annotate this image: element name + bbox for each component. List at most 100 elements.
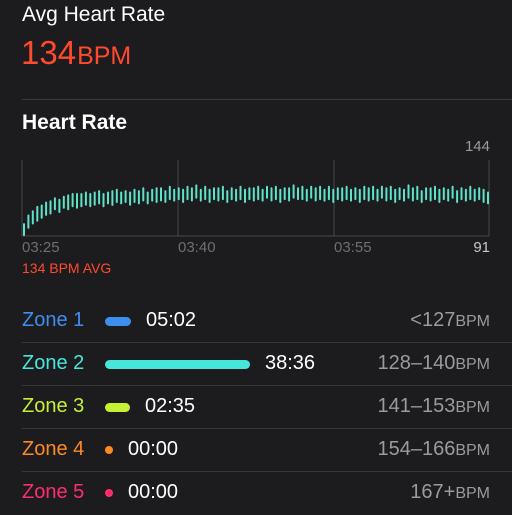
zone-duration-bar: [105, 403, 130, 412]
zone-bpm-range-value: 128–140: [377, 352, 456, 374]
zone-row[interactable]: Zone 4 00:00 154–166BPM: [0, 429, 512, 472]
heart-rate-bar: [305, 188, 308, 202]
heart-rate-bar: [310, 185, 313, 199]
heart-rate-bar: [98, 190, 101, 205]
heart-rate-bar: [58, 198, 61, 213]
zone-duration-bar: [105, 317, 131, 326]
zone-time: 05:02: [146, 309, 197, 331]
heart-rate-bar: [407, 184, 410, 199]
heart-rate-bar: [394, 188, 397, 203]
heart-rate-bar: [367, 187, 370, 202]
heart-rate-bar: [49, 200, 52, 215]
heart-rate-bar: [199, 188, 202, 202]
heart-rate-bar: [62, 195, 65, 209]
heart-rate-bar: [71, 193, 74, 208]
zone-name: Zone 5: [22, 481, 85, 503]
zone-bpm-unit: BPM: [455, 399, 490, 416]
heart-rate-bar: [177, 187, 180, 201]
zone-bpm-range: <127BPM: [410, 309, 490, 332]
zone-time: 02:35: [145, 395, 196, 417]
heart-rate-bar: [270, 187, 273, 202]
heart-rate-bar: [398, 187, 401, 201]
zone-row[interactable]: Zone 5 00:00 167+BPM: [0, 472, 512, 515]
heart-rate-bar: [332, 188, 335, 203]
heart-rate-bar: [204, 185, 207, 201]
heart-rate-bar: [420, 190, 423, 203]
heart-rate-bar: [350, 188, 352, 202]
heart-rate-bar: [40, 204, 43, 219]
heart-rate-bar: [23, 223, 25, 236]
heart-rate-bar: [257, 185, 260, 201]
zone-time: 00:00: [128, 481, 179, 503]
zone-bpm-range-value: <127: [410, 309, 456, 331]
heart-rate-bar: [429, 187, 432, 202]
heart-rate-bar: [111, 190, 114, 206]
heart-rate-bar: [283, 187, 286, 201]
heart-rate-bar: [341, 187, 344, 202]
heart-rate-bar: [160, 187, 162, 202]
heart-rate-bar: [487, 191, 489, 205]
heart-rate-bar: [115, 188, 118, 203]
zone-bpm-range: 128–140BPM: [377, 352, 490, 375]
heart-rate-bar: [380, 185, 383, 199]
heart-rate-bar: [226, 190, 229, 203]
heart-rate-bar: [133, 188, 136, 203]
heart-rate-bar: [137, 190, 140, 205]
heart-rate-bar: [67, 194, 70, 211]
zone-row[interactable]: Zone 1 05:02 <127BPM: [0, 300, 512, 343]
zone-divider: [22, 471, 512, 472]
zone-bpm-range-value: 141–153: [377, 395, 456, 417]
x-tick-label: 03:40: [178, 239, 216, 256]
heart-rate-bar: [336, 187, 339, 201]
heart-rate-bar: [80, 193, 83, 208]
heart-rate-bar: [129, 191, 132, 206]
heart-rate-bar: [482, 188, 485, 203]
zone-time: 00:00: [128, 438, 179, 460]
heart-rate-bar: [389, 185, 392, 201]
heart-rate-bars: [23, 184, 489, 236]
heart-rate-bar: [358, 188, 361, 203]
heart-rate-bar: [314, 187, 317, 202]
heart-rate-bar: [173, 188, 176, 202]
heart-rate-bar: [354, 187, 357, 201]
heart-rate-bar: [164, 190, 167, 203]
zone-bpm-unit: BPM: [455, 313, 490, 330]
heart-rate-bar: [107, 191, 109, 205]
heart-rate-bar: [155, 187, 158, 203]
heart-rate-bar: [297, 187, 299, 201]
heart-rate-bar: [120, 191, 123, 205]
y-tick-max-label: 144: [465, 138, 490, 155]
heart-rate-bar: [416, 185, 419, 201]
zone-bpm-range: 167+BPM: [410, 481, 490, 504]
avg-annotation: 134 BPM AVG: [22, 260, 111, 276]
heart-rate-bar: [217, 187, 220, 202]
heart-rate-bar: [102, 193, 105, 208]
heart-rate-bar: [230, 187, 233, 201]
heart-rate-bar: [195, 184, 198, 199]
heart-rate-bar: [469, 185, 472, 201]
heart-rate-bar: [53, 197, 56, 211]
heart-rate-bar: [460, 187, 463, 201]
zone-bpm-unit: BPM: [455, 485, 490, 502]
zone-divider: [22, 428, 512, 429]
heart-rate-bar: [142, 187, 145, 202]
avg-heart-rate-unit: BPM: [77, 42, 132, 70]
zone-name: Zone 3: [22, 395, 85, 417]
heart-rate-bar: [146, 191, 149, 205]
heart-rate-bar: [288, 187, 291, 202]
heart-rate-bar: [464, 188, 467, 202]
heart-rate-bar: [438, 188, 441, 203]
heart-rate-bar: [208, 188, 211, 203]
zone-name: Zone 4: [22, 438, 85, 460]
zone-row[interactable]: Zone 2 38:36 128–140BPM: [0, 343, 512, 386]
heart-rate-bar: [345, 185, 348, 201]
heart-rate-bar: [84, 191, 87, 206]
heart-rate-bar: [190, 187, 193, 202]
heart-rate-bar: [186, 185, 189, 201]
x-tick-label: 03:55: [334, 239, 372, 256]
heart-rate-bar: [323, 188, 326, 202]
heart-rate-bar: [363, 185, 366, 201]
section-divider: [22, 99, 512, 100]
heart-rate-bar: [451, 185, 454, 199]
zone-row[interactable]: Zone 3 02:35 141–153BPM: [0, 386, 512, 429]
